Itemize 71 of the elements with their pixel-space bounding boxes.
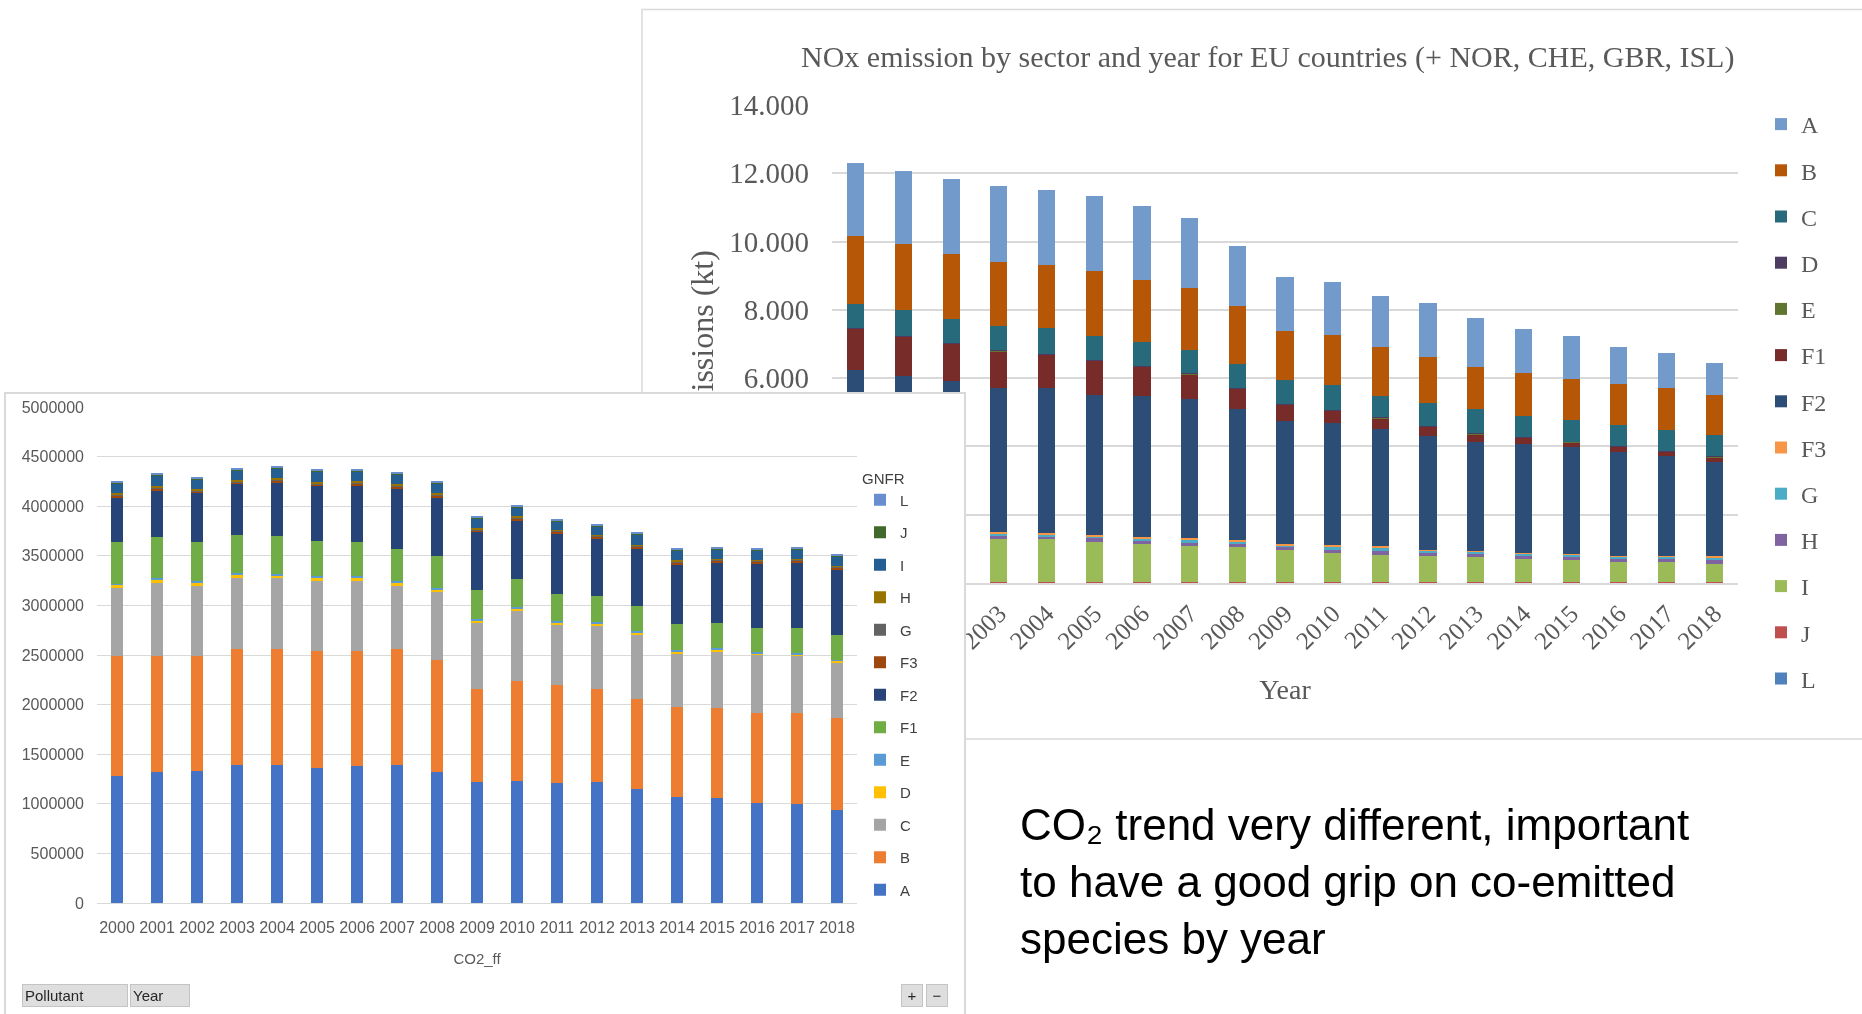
legend-label: D [900, 784, 911, 802]
legend-label: L [1801, 666, 1816, 693]
legend-label: E [1801, 297, 1816, 324]
x-tick-label: 2001 [139, 919, 175, 937]
legend-label: B [1801, 158, 1818, 185]
x-tick-label: 2010 [499, 919, 535, 937]
legend-label: F1 [1801, 343, 1827, 370]
x-tick-label: 2002 [179, 919, 215, 937]
legend-label: B [900, 849, 911, 867]
x-axis-title: CO2_ff [453, 950, 502, 968]
legend-label: G [1801, 482, 1819, 509]
y-tick-label: 4000000 [21, 497, 85, 515]
legend-label: C [900, 816, 911, 834]
y-tick-label: 5000000 [21, 398, 85, 416]
x-tick-label: 2011 [539, 919, 575, 937]
x-tick-label: 2018 [819, 919, 855, 937]
legend-label: H [1801, 528, 1819, 555]
x-tick-label: 2014 [659, 919, 695, 937]
x-tick-label: 2007 [379, 919, 415, 937]
y-tick-label: 1500000 [21, 745, 85, 763]
legend-label: J [900, 524, 908, 542]
x-tick-label: 2015 [699, 919, 735, 937]
legend-label: F1 [900, 719, 918, 737]
y-tick-label: 2500000 [21, 646, 85, 664]
legend-label: J [1801, 620, 1811, 647]
y-tick-label: 3000000 [21, 597, 85, 614]
x-tick-label: 2006 [339, 919, 375, 937]
y-tick-label: 12.000 [729, 157, 809, 190]
legend-label: A [1801, 112, 1819, 139]
y-tick-label: 4500000 [21, 448, 85, 466]
x-axis-title: Year [1259, 673, 1312, 705]
y-tick-label: 500000 [30, 845, 85, 862]
legend-label: I [900, 556, 905, 574]
y-tick-label: 1000000 [21, 795, 85, 813]
text: + [907, 987, 917, 1004]
x-tick-label: 2017 [779, 919, 815, 937]
x-tick-label: 2012 [579, 919, 615, 937]
legend-label: L [900, 491, 909, 509]
legend-label: E [900, 751, 911, 769]
y-tick-label: 6.000 [743, 362, 809, 395]
legend-label: A [900, 881, 911, 899]
legend-label: F2 [1801, 389, 1827, 416]
y-tick-label: 10.000 [729, 225, 809, 258]
text: Pollutant [25, 987, 85, 1004]
x-tick-label: 2004 [259, 919, 295, 937]
legend-label: G [900, 621, 912, 639]
x-tick-label: 2016 [739, 919, 775, 937]
x-tick-label: 2003 [219, 919, 255, 937]
x-tick-label: 2009 [459, 919, 495, 937]
legend-label: I [1801, 574, 1809, 601]
text: CO₂ trend very different, important to have a good grip on co-emitted species by year [1020, 800, 1690, 964]
text: − [932, 987, 942, 1004]
y-axis-title: issions (kt) [683, 250, 720, 392]
x-tick-label: 2013 [619, 919, 655, 937]
legend-label: H [900, 589, 911, 607]
text: Year [133, 987, 164, 1004]
y-tick-label: 3500000 [21, 547, 85, 565]
x-tick-label: 2008 [419, 919, 455, 937]
legend-label: F3 [1801, 435, 1827, 462]
y-tick-label: 0 [75, 894, 85, 912]
legend-label: F3 [900, 654, 918, 672]
chart-title: NOx emission by sector and year for EU countries (+ NOR, CHE, GBR, ISL) [801, 40, 1735, 74]
x-tick-label: 2005 [299, 919, 335, 937]
y-tick-label: 14.000 [729, 89, 809, 122]
legend-label: C [1801, 204, 1818, 231]
legend-label: D [1801, 251, 1819, 278]
x-tick-label: 2000 [99, 919, 135, 937]
y-tick-label: 8.000 [743, 294, 809, 327]
legend-title: GNFR [862, 469, 905, 487]
legend-label: F2 [900, 686, 918, 704]
y-tick-label: 2000000 [21, 696, 85, 714]
